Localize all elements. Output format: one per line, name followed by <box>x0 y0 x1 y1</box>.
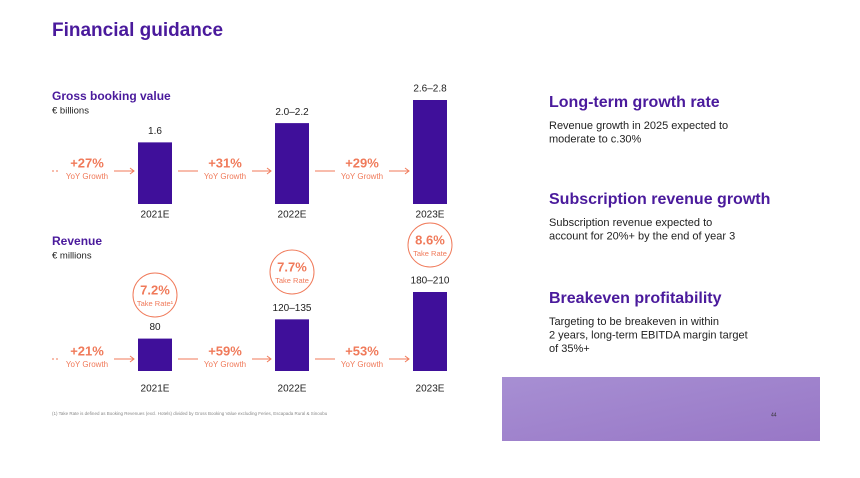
take-rate-circle <box>269 249 315 295</box>
highlight-text: of 35%+ <box>549 343 590 355</box>
arrow-head <box>129 167 135 175</box>
highlight-text: Targeting to be breakeven in within <box>549 316 719 328</box>
category-label: 2021E <box>141 384 170 395</box>
take-rate: 7.2% <box>140 282 170 297</box>
value-label: 2.6–2.8 <box>413 84 447 95</box>
slide-title: Financial guidance <box>52 20 223 41</box>
chart-subtitle: € billions <box>52 106 89 117</box>
highlight-text: Subscription revenue expected to <box>549 217 712 229</box>
value-label: 80 <box>149 322 161 333</box>
take-rate-note: Take Rate <box>275 276 309 285</box>
growth-note: YoY Growth <box>66 172 108 181</box>
growth-note: YoY Growth <box>341 172 383 181</box>
arrow-head <box>266 167 272 175</box>
take-rate-note: Take Rate <box>413 249 447 258</box>
growth-label: +29% <box>345 155 379 170</box>
growth-label: +31% <box>208 155 242 170</box>
panel <box>502 377 820 441</box>
chart-subtitle: € millions <box>52 251 92 262</box>
arrow-head <box>404 167 410 175</box>
bar <box>275 123 309 204</box>
growth-label: +53% <box>345 343 379 358</box>
growth-note: YoY Growth <box>204 172 246 181</box>
category-label: 2021E <box>141 210 170 221</box>
highlight-text: moderate to c.30% <box>549 133 642 145</box>
growth-note: YoY Growth <box>66 360 108 369</box>
category-label: 2022E <box>278 210 307 221</box>
value-label: 180–210 <box>411 276 450 287</box>
growth-note: YoY Growth <box>341 360 383 369</box>
value-label: 1.6 <box>148 126 162 137</box>
highlight-heading: Breakeven profitability <box>549 290 722 307</box>
category-label: 2023E <box>416 384 445 395</box>
arrow-head <box>266 355 272 363</box>
footnote: (1) Take Rate is defined as Booking Reve… <box>52 411 328 416</box>
bar <box>138 338 172 371</box>
chart-title: Gross booking value <box>52 89 171 103</box>
category-label: 2023E <box>416 210 445 221</box>
take-rate-note: Take Rate¹ <box>137 299 174 308</box>
take-rate: 8.6% <box>415 232 445 247</box>
take-rate-circle <box>407 222 453 268</box>
arrow-head <box>129 355 135 363</box>
bar <box>275 319 309 371</box>
bar <box>138 142 172 204</box>
value-label: 120–135 <box>273 303 312 314</box>
highlight-text: 2 years, long-term EBITDA margin target <box>549 329 748 341</box>
take-rate: 7.7% <box>277 259 307 274</box>
growth-label: +21% <box>70 343 104 358</box>
arrow-head <box>404 355 410 363</box>
growth-label: +59% <box>208 343 242 358</box>
highlight-text: account for 20%+ by the end of year 3 <box>549 230 735 242</box>
page-number: 44 <box>771 412 777 418</box>
bar <box>413 100 447 204</box>
take-rate-circle <box>132 272 178 318</box>
highlight-heading: Long-term growth rate <box>549 94 720 111</box>
highlight-heading: Subscription revenue growth <box>549 191 770 208</box>
growth-label: +27% <box>70 155 104 170</box>
category-label: 2022E <box>278 384 307 395</box>
bar <box>413 292 447 371</box>
chart-title: Revenue <box>52 234 102 248</box>
highlight-text: Revenue growth in 2025 expected to <box>549 120 728 132</box>
value-label: 2.0–2.2 <box>275 107 309 118</box>
growth-note: YoY Growth <box>204 360 246 369</box>
